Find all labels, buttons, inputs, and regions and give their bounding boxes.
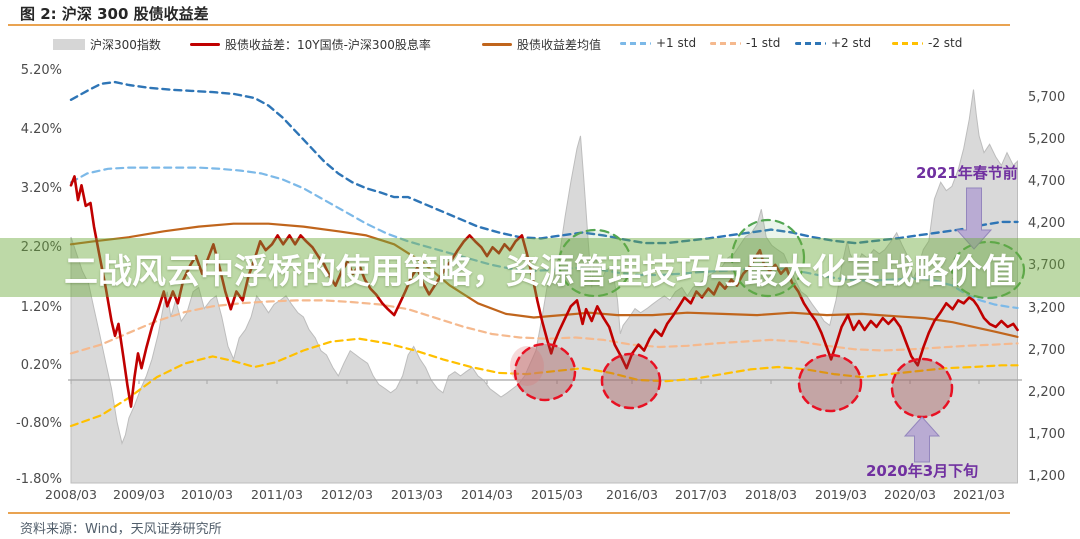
y-axis-left-tick-label: 1.20% [20,300,62,315]
legend-label: 股债收益差均值 [517,38,602,52]
y-axis-left-tick-label: 5.20% [20,63,62,78]
x-axis-tick-label: 2018/03 [745,487,797,502]
series-line-5 [69,175,1019,408]
legend-item-6: -2 std [892,36,962,50]
y-axis-left-tick-label: 4.20% [20,122,62,137]
legend-swatch-dash [620,41,651,45]
highlight-band [0,238,1080,297]
green-dashed-circle-1 [730,218,806,298]
series-line-0 [69,80,1019,245]
y-axis-right-tick-label: 4,700 [1028,174,1066,189]
x-axis-tick-label: 2021/03 [953,487,1005,502]
footer-rule [8,512,1010,514]
source-note: 资料来源：Wind，天风证券研究所 [20,522,222,537]
legend-swatch-line [190,43,220,46]
legend-item-3: +1 std [620,36,696,50]
y-axis-left-tick-label: -1.80% [16,472,62,487]
legend-swatch-line [482,43,512,46]
x-axis-tick-label: 2015/03 [531,487,583,502]
title-rule [8,24,1010,26]
x-axis-tick-label: 2013/03 [391,487,443,502]
legend-swatch-dash [710,41,741,45]
red-dashed-circle-0 [513,342,577,402]
down-arrow [955,187,993,250]
x-axis-tick-label: 2014/03 [461,487,513,502]
y-axis-left-tick-label: 2.20% [20,240,62,255]
y-axis-right-tick-label: 5,200 [1028,132,1066,147]
series-line-1 [69,166,1019,310]
legend-label: 沪深300指数 [90,38,161,52]
red-dashed-circle-3 [890,357,954,419]
x-axis-tick-label: 2012/03 [321,487,373,502]
legend-label: 股债收益差：10Y国债-沪深300股息率 [225,38,431,52]
x-axis-tick-label: 2010/03 [181,487,233,502]
up-arrow [903,416,941,463]
y-axis-right-tick-label: 3,200 [1028,301,1066,316]
x-axis-tick-label: 2017/03 [675,487,727,502]
figure-title: 图 2: 沪深 300 股债收益差 [20,5,209,23]
y-axis-right-tick-label: 1,700 [1028,427,1066,442]
legend-label: +2 std [831,36,872,50]
y-axis-right-tick-label: 1,200 [1028,469,1066,484]
legend-item-5: +2 std [795,36,871,50]
legend-item-0: 沪深300指数 [53,36,161,53]
green-dashed-circle-2 [950,240,1026,300]
x-axis-tick-label: 2019/03 [815,487,867,502]
x-axis-tick-label: 2011/03 [251,487,303,502]
red-dashed-circle-2 [797,353,863,413]
annotation-2020-late-march: 2020年3月下旬 [866,462,979,480]
x-axis-tick-label: 2009/03 [113,487,165,502]
y-axis-right-tick-label: 3,700 [1028,258,1066,273]
y-axis-right-tick-label: 2,200 [1028,385,1066,400]
red-dashed-circle-1 [600,352,662,410]
legend-label: -1 std [746,36,781,50]
y-axis-left-tick-label: -0.80% [16,416,62,431]
pink-highlight-patch [510,346,544,386]
legend: 沪深300指数 股债收益差：10Y国债-沪深300股息率 股债收益差均值 +1 std… [0,36,1080,54]
y-axis-right-tick-label: 4,200 [1028,216,1066,231]
y-axis-right-tick-label: 5,700 [1028,90,1066,105]
x-axis-tick-label: 2008/03 [45,487,97,502]
y-axis-left-tick-label: 0.20% [20,358,62,373]
annotation-2021-spring-festival: 2021年春节前 [916,164,1018,182]
legend-label: -2 std [928,36,963,50]
legend-swatch-dash [892,41,923,45]
series-line-4 [69,337,1019,428]
legend-item-4: -1 std [710,36,780,50]
legend-item-1: 股债收益差：10Y国债-沪深300股息率 [190,36,431,53]
series-line-2 [69,222,1019,338]
green-dashed-circle-0 [557,228,633,298]
y-axis-left-tick-label: 3.20% [20,181,62,196]
x-axis-tick-label: 2016/03 [606,487,658,502]
overlay-headline: 二战风云中浮桥的使用策略，资源管理技巧与最大化其战略价值 [64,251,1016,292]
legend-swatch-dash [795,41,826,45]
legend-swatch-area [53,39,85,50]
legend-label: +1 std [656,36,697,50]
legend-item-2: 股债收益差均值 [482,36,601,53]
y-axis-right-tick-label: 2,700 [1028,343,1066,358]
x-axis-tick-label: 2020/03 [884,487,936,502]
